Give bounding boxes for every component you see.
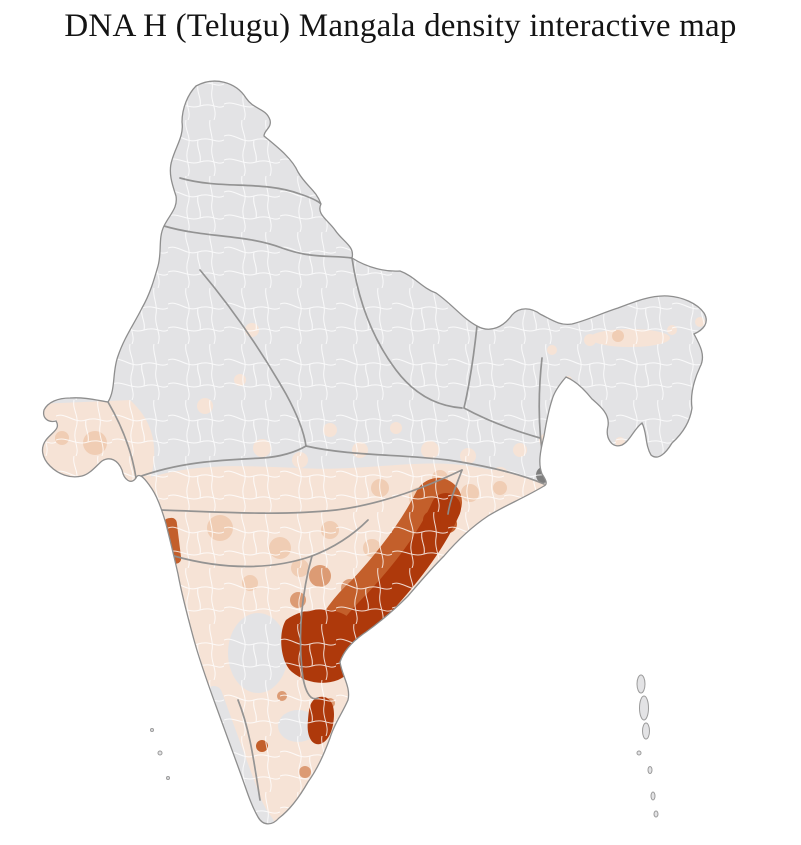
- state-borders: [107, 177, 545, 801]
- district-blob[interactable]: [547, 484, 555, 492]
- island[interactable]: [647, 766, 653, 774]
- map-title: DNA H (Telugu) Mangala density interacti…: [64, 8, 737, 44]
- island[interactable]: [650, 791, 656, 801]
- island[interactable]: [636, 674, 646, 694]
- lakshadweep-islands[interactable]: [150, 728, 170, 780]
- india-outline: [41, 80, 707, 825]
- island[interactable]: [639, 695, 649, 721]
- island[interactable]: [166, 776, 170, 780]
- island[interactable]: [642, 722, 650, 740]
- india-map-svg: [41, 80, 707, 825]
- island[interactable]: [157, 750, 163, 756]
- island[interactable]: [150, 728, 154, 732]
- page-root: DNA H (Telugu) Mangala density interacti…: [0, 8, 801, 845]
- india-density-map[interactable]: [0, 8, 801, 845]
- island[interactable]: [653, 810, 659, 818]
- andaman-nicobar-islands[interactable]: [636, 674, 659, 818]
- island[interactable]: [636, 750, 642, 756]
